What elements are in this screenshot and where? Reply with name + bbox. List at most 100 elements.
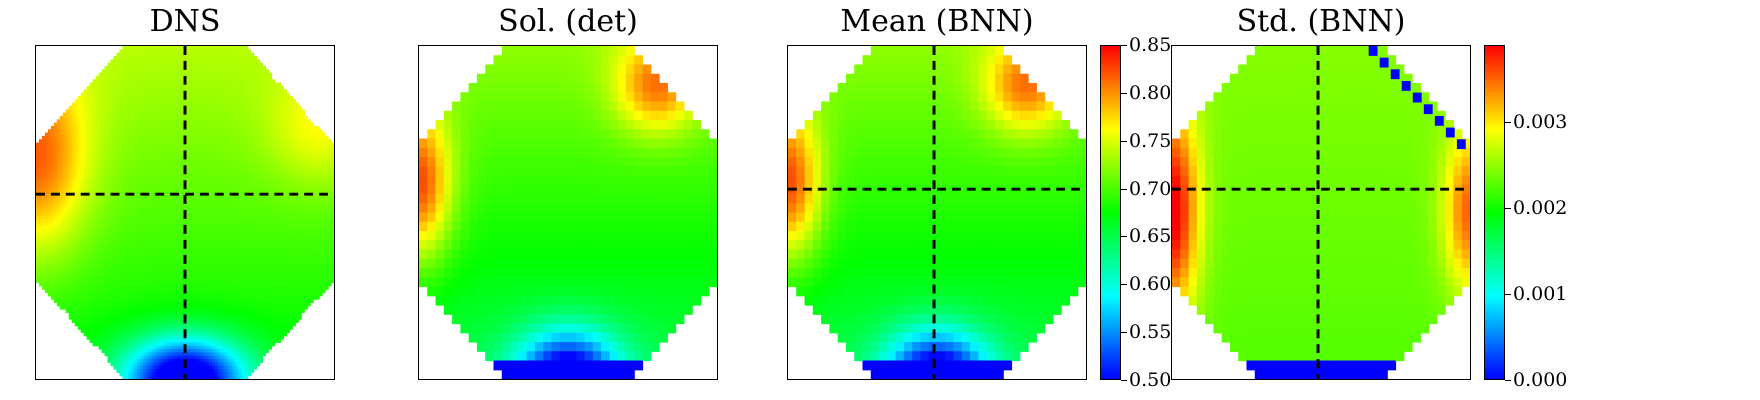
heatmap-cell [125, 79, 129, 84]
heatmap-cell [86, 159, 91, 164]
heatmap-cell [205, 279, 210, 284]
heatmap-cell [77, 199, 82, 204]
heatmap-cell [202, 105, 207, 110]
heatmap-cell [140, 305, 144, 310]
heatmap-cell [77, 109, 82, 114]
heatmap-cell [140, 339, 144, 343]
heatmap-cell [47, 179, 52, 184]
heatmap-cell [107, 249, 112, 254]
heatmap-cell [134, 302, 138, 307]
heatmap-cell [68, 139, 73, 144]
heatmap-cell [113, 215, 118, 220]
heatmap-cell [149, 312, 153, 317]
heatmap-cell [68, 239, 73, 244]
heatmap-cell [113, 155, 118, 160]
heatmap-cell [128, 252, 132, 257]
heatmap-cell [185, 89, 189, 94]
heatmap-cell [86, 132, 91, 137]
heatmap-cell [164, 315, 168, 320]
heatmap-cell [95, 75, 100, 80]
heatmap-cell [167, 329, 171, 333]
heatmap-cell [176, 312, 180, 317]
heatmap-cell [131, 265, 135, 270]
heatmap-cell [41, 259, 46, 264]
heatmap-cell [101, 145, 106, 150]
heatmap-cell [149, 245, 153, 250]
heatmap-cell [143, 95, 147, 100]
heatmap-cell [77, 225, 82, 230]
heatmap-cell [98, 339, 103, 343]
heatmap-cell [173, 135, 177, 140]
heatmap-cell [98, 195, 103, 200]
heatmap-cell [208, 159, 213, 164]
heatmap-cell [83, 152, 88, 157]
heatmap-cell [59, 225, 64, 230]
heatmap-cell [146, 49, 150, 54]
heatmap-cell [95, 95, 100, 100]
heatmap-cell [86, 102, 91, 107]
heatmap-cell [185, 332, 189, 337]
heatmap-cell [131, 149, 135, 154]
heatmap-cell [137, 122, 141, 127]
heatmap-cell [71, 305, 76, 310]
heatmap-cell [152, 119, 156, 124]
heatmap-cell [164, 92, 168, 97]
heatmap-cell [86, 222, 91, 227]
heatmap-cell [173, 262, 177, 267]
heatmap-cell [119, 225, 124, 230]
heatmap-cell [137, 339, 141, 343]
heatmap-cell [119, 355, 124, 360]
heatmap-cell [190, 199, 195, 204]
heatmap-cell [41, 265, 46, 270]
heatmap-cell [193, 252, 198, 257]
heatmap-cell [134, 129, 138, 134]
heatmap-cell [190, 135, 195, 140]
heatmap-cell [161, 285, 165, 290]
heatmap-cell [140, 65, 144, 70]
heatmap-cell [196, 275, 201, 280]
heatmap-cell [205, 169, 210, 174]
heatmap-cell [140, 165, 144, 170]
heatmap-cell [80, 242, 85, 247]
heatmap-cell [122, 92, 126, 97]
heatmap-cell [170, 329, 174, 333]
heatmap-cell [68, 245, 73, 250]
heatmap-cell [193, 295, 198, 300]
plot-area-dns [35, 45, 335, 380]
heatmap-cell [116, 245, 121, 250]
heatmap-cell [152, 242, 156, 247]
heatmap-cell [185, 115, 189, 120]
heatmap-cell [187, 225, 192, 230]
heatmap-cell [125, 52, 129, 57]
heatmap-cell [205, 142, 210, 147]
heatmap-cell [140, 112, 144, 117]
heatmap-cell [173, 249, 177, 254]
heatmap-cell [74, 285, 79, 290]
heatmap-cell [190, 145, 195, 150]
heatmap-cell [196, 295, 201, 300]
heatmap-cell [68, 222, 73, 227]
heatmap-cell [137, 312, 141, 317]
heatmap-cell [140, 259, 144, 264]
heatmap-cell [196, 69, 201, 74]
heatmap-cell [56, 292, 61, 297]
heatmap-cell [185, 239, 189, 244]
heatmap-cell [134, 59, 138, 64]
heatmap-cell [119, 329, 124, 333]
heatmap-cell [119, 262, 124, 267]
heatmap-cell [134, 229, 138, 234]
heatmap-cell [116, 302, 121, 307]
heatmap-cell [187, 202, 192, 207]
heatmap-cell [164, 162, 168, 167]
heatmap-cell [116, 275, 121, 280]
heatmap-cell [125, 159, 129, 164]
heatmap-cell [152, 255, 156, 260]
heatmap-cell [131, 262, 135, 267]
heatmap-cell [185, 325, 189, 330]
heatmap-cell [56, 202, 61, 207]
heatmap-cell [38, 282, 43, 287]
heatmap-cell [185, 129, 189, 134]
heatmap-cell [41, 142, 46, 147]
heatmap-cell [193, 312, 198, 317]
heatmap-cell [140, 335, 144, 340]
